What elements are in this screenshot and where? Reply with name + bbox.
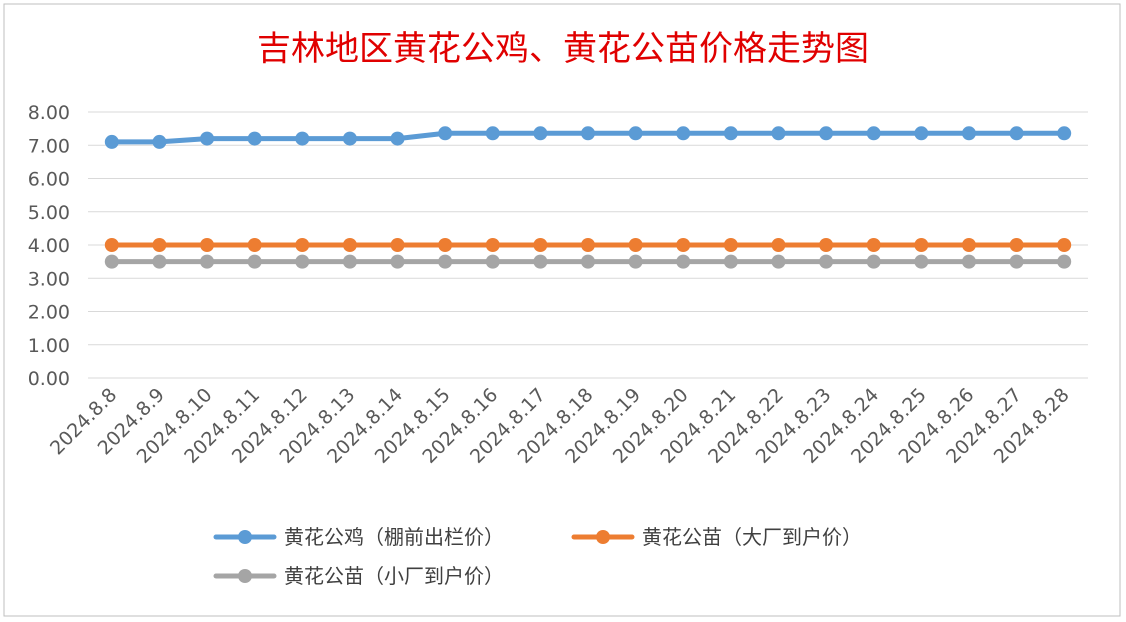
data-point — [438, 126, 453, 141]
y-axis-tick-labels: 0.00 1.00 2.00 3.00 4.00 5.00 6.00 7.00 8.00 — [28, 102, 70, 390]
legend-swatch-marker — [238, 530, 252, 544]
chart-border — [3, 3, 1121, 617]
legend-item-3: 黄花公苗（小厂到户价） — [213, 564, 504, 588]
data-point — [200, 254, 215, 269]
data-point — [152, 254, 167, 269]
data-point — [390, 254, 405, 269]
data-point — [628, 238, 643, 252]
data-point — [438, 254, 453, 269]
series-2 — [104, 238, 1072, 252]
data-point — [295, 238, 310, 252]
data-point — [581, 126, 595, 141]
data-point — [914, 238, 929, 252]
data-point — [200, 238, 215, 252]
data-point — [771, 126, 786, 141]
data-point — [533, 126, 548, 141]
series-lines — [104, 126, 1072, 269]
series-3 — [104, 254, 1072, 269]
data-point — [819, 238, 834, 252]
data-point — [200, 131, 215, 146]
data-point — [723, 254, 738, 269]
data-point — [485, 238, 500, 252]
data-point — [819, 254, 834, 269]
data-point — [581, 238, 595, 252]
data-point — [676, 126, 691, 141]
y-tick-label: 3.00 — [28, 268, 70, 290]
data-point — [866, 238, 881, 252]
legend-swatch-marker — [238, 569, 252, 583]
series-1 — [104, 126, 1072, 149]
data-point — [533, 254, 548, 269]
data-point — [676, 254, 691, 269]
data-point — [866, 126, 881, 141]
data-point — [771, 254, 786, 269]
data-point — [676, 238, 691, 252]
data-point — [581, 254, 595, 269]
legend-item-2: 黄花公苗（大厂到户价） — [571, 525, 862, 549]
data-point — [295, 131, 310, 146]
data-point — [1009, 254, 1024, 269]
data-point — [961, 238, 976, 252]
data-point — [104, 134, 119, 149]
y-tick-label: 6.00 — [28, 169, 70, 191]
y-tick-label: 4.00 — [28, 235, 70, 257]
data-point — [152, 238, 167, 252]
data-point — [723, 238, 738, 252]
data-point — [1009, 238, 1024, 252]
data-point — [247, 254, 262, 269]
data-point — [914, 254, 929, 269]
data-point — [1057, 238, 1072, 252]
data-point — [390, 131, 405, 146]
data-point — [819, 126, 834, 141]
legend: 黄花公鸡（棚前出栏价） 黄花公苗（大厂到户价） 黄花公苗（小厂到户价） — [213, 525, 862, 588]
data-point — [866, 254, 881, 269]
y-tick-label: 1.00 — [28, 335, 70, 357]
data-point — [438, 238, 453, 252]
y-tick-label: 5.00 — [28, 202, 70, 224]
data-point — [914, 126, 929, 141]
legend-label: 黄花公苗（小厂到户价） — [284, 564, 504, 588]
chart-title: 吉林地区黄花公鸡、黄花公苗价格走势图 — [257, 29, 869, 69]
data-point — [152, 134, 167, 149]
data-point — [533, 238, 548, 252]
data-point — [723, 126, 738, 141]
data-point — [247, 131, 262, 146]
y-tick-label: 2.00 — [28, 302, 70, 324]
data-point — [485, 126, 500, 141]
data-point — [771, 238, 786, 252]
y-tick-label: 8.00 — [28, 102, 70, 124]
legend-swatch-marker — [596, 530, 610, 544]
data-point — [628, 254, 643, 269]
y-tick-label: 0.00 — [28, 368, 70, 390]
data-point — [1009, 126, 1024, 141]
data-point — [1057, 126, 1072, 141]
data-point — [342, 238, 357, 252]
y-tick-label: 7.00 — [28, 135, 70, 157]
data-point — [342, 131, 357, 146]
data-point — [390, 238, 405, 252]
data-point — [247, 238, 262, 252]
legend-label: 黄花公鸡（棚前出栏价） — [284, 525, 504, 549]
data-point — [628, 126, 643, 141]
data-point — [104, 254, 119, 269]
legend-item-1: 黄花公鸡（棚前出栏价） — [213, 525, 504, 549]
data-point — [961, 126, 976, 141]
data-point — [295, 254, 310, 269]
data-point — [1057, 254, 1072, 269]
data-point — [961, 254, 976, 269]
data-point — [485, 254, 500, 269]
legend-label: 黄花公苗（大厂到户价） — [642, 525, 862, 549]
data-point — [342, 254, 357, 269]
data-point — [104, 238, 119, 252]
